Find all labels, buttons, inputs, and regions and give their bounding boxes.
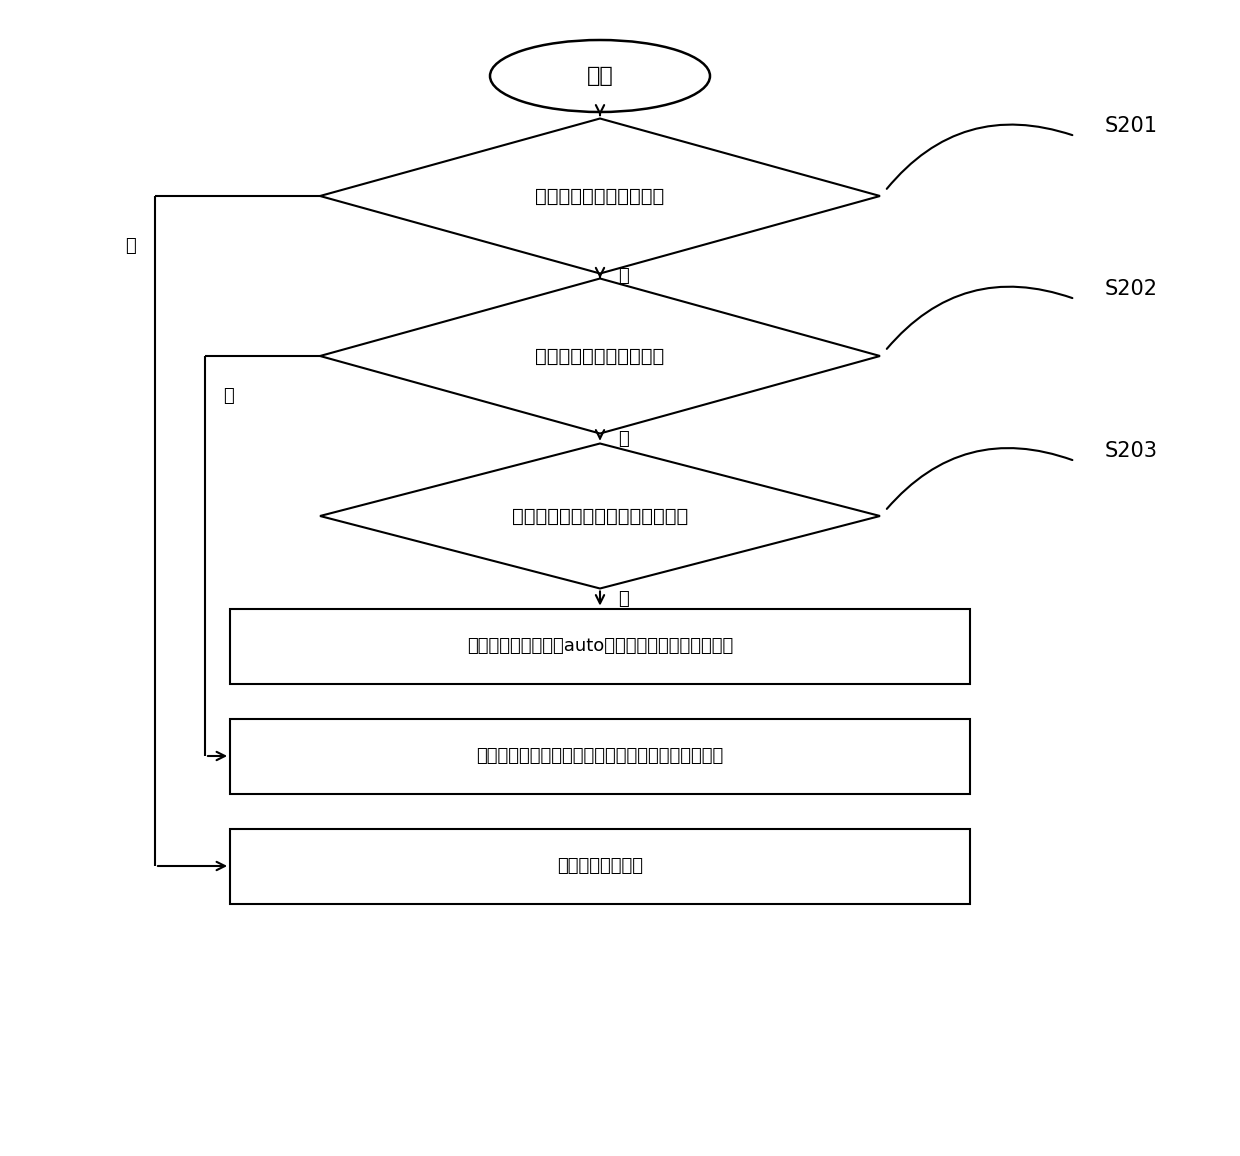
Bar [229, 608, 970, 683]
Text: 否: 否 [618, 430, 629, 447]
Text: 将该列的属性定义为auto，并将其放入到所述数组中: 将该列的属性定义为auto，并将其放入到所述数组中 [467, 637, 733, 655]
Text: S201: S201 [1105, 116, 1158, 136]
Text: 开始: 开始 [587, 66, 614, 86]
Ellipse shape [490, 40, 711, 112]
Text: S202: S202 [1105, 279, 1158, 299]
Text: 是: 是 [618, 590, 629, 608]
Polygon shape [320, 119, 880, 274]
Text: 是否既没有宽度值也没有最小宽度: 是否既没有宽度值也没有最小宽度 [512, 506, 688, 526]
Text: 是否存在最小宽度值的列: 是否存在最小宽度值的列 [536, 347, 665, 365]
Polygon shape [320, 444, 880, 588]
Text: 将该列放入到所述数组中，并记录该列的最小宽度值: 将该列放入到所述数组中，并记录该列的最小宽度值 [476, 747, 724, 765]
Bar [229, 829, 970, 904]
Text: 是否存在固定宽度值的列: 是否存在固定宽度值的列 [536, 186, 665, 206]
Text: S203: S203 [1105, 440, 1158, 461]
Bar [229, 719, 970, 793]
Text: 是: 是 [223, 387, 234, 405]
Text: 是: 是 [125, 237, 135, 255]
Text: 不对该列进行处理: 不对该列进行处理 [557, 857, 644, 875]
Text: 否: 否 [618, 267, 629, 286]
Polygon shape [320, 279, 880, 434]
